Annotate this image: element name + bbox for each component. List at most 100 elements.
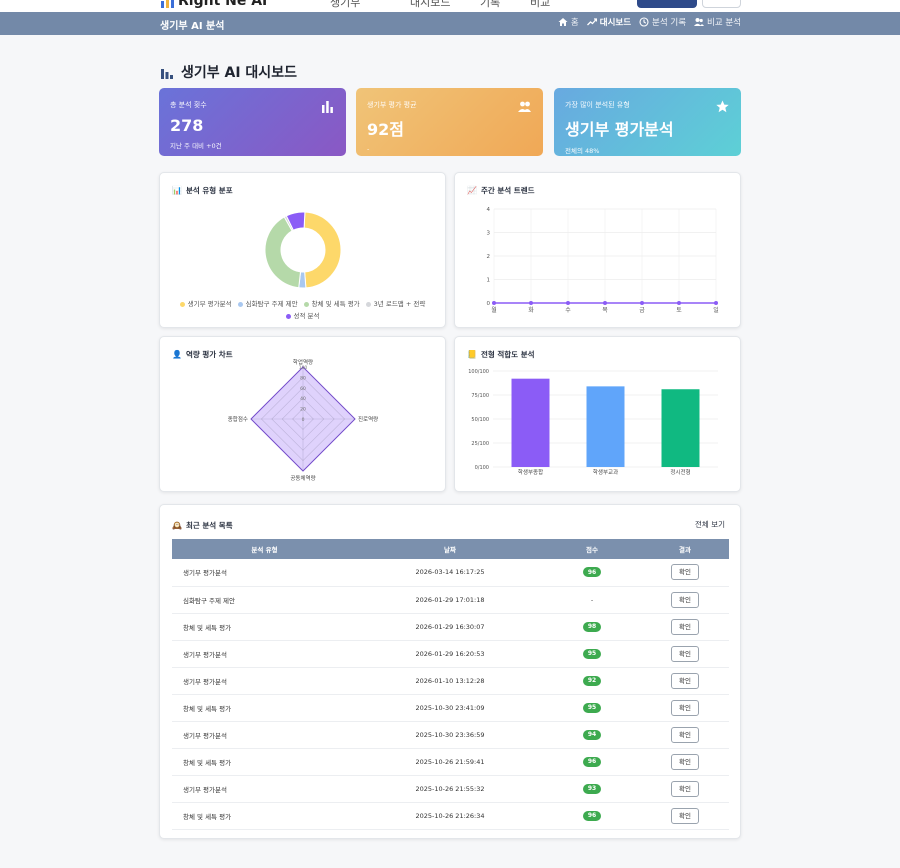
stat-card-total: 총 분석 횟수 278 지난 주 대비 +0건 [159, 88, 346, 156]
panel-title-text: 전형 적합도 분석 [480, 350, 535, 359]
logo-text[interactable]: Right Ne AI [178, 0, 268, 9]
nav-fragment-2[interactable]: 대시보드 [410, 0, 451, 9]
subnav-item-compare[interactable]: 비교 분석 [694, 16, 741, 28]
radar-area [250, 366, 356, 472]
view-result-button[interactable]: 확인 [671, 753, 699, 770]
cell-type: 창체 및 세특 평가 [172, 613, 357, 641]
cell-score: 93 [543, 775, 641, 803]
donut-slice [303, 211, 342, 289]
nav-fragment-3[interactable]: 기록 [480, 0, 501, 9]
stat-value: 278 [170, 116, 204, 135]
view-result-button[interactable]: 확인 [671, 726, 699, 743]
legend-item[interactable]: 3년 로드맵 + 전략 [365, 299, 425, 310]
subnav-item-home[interactable]: 홈 [558, 16, 579, 28]
view-result-button[interactable]: 확인 [671, 672, 699, 689]
cell-result: 확인 [641, 721, 729, 749]
legend-label: 생기부 평가분석 [187, 300, 232, 308]
stat-label: 생기부 평가 평균 [367, 101, 417, 109]
score-empty: - [590, 595, 594, 604]
cell-date: 2026-01-10 13:12:28 [357, 667, 543, 695]
table-row: 생기부 평가분석 2025-10-26 21:55:32 93 확인 [172, 775, 729, 803]
panel-title: 📒 전형 적합도 분석 [467, 349, 535, 360]
subnav-brand[interactable]: 생기부 AI 분석 [160, 21, 225, 32]
view-result-button[interactable]: 확인 [671, 699, 699, 716]
stat-label: 가장 많이 분석된 유형 [565, 101, 630, 109]
radar-tick-label: 60 [300, 386, 306, 392]
legend-item[interactable]: 심화탐구 주제 제안 [237, 299, 298, 310]
legend-swatch [285, 314, 291, 319]
trend-point [714, 301, 718, 305]
recent-analysis-panel: 🕰️ 최근 분석 목록 전체 보기 분석 유형 날짜 점수 결과 생기부 평가분석… [159, 504, 741, 839]
trend-point [529, 301, 533, 305]
radar-grid [260, 376, 346, 462]
person-emoji-icon: 👤 [172, 350, 182, 359]
legend-item[interactable]: 성적 분석 [285, 311, 320, 322]
cell-score: 95 [543, 694, 641, 722]
trend-point [566, 301, 570, 305]
legend-item[interactable]: 생기부 평가분석 [179, 299, 232, 310]
panel-title-text: 주간 분석 트렌드 [480, 186, 535, 195]
trend-point [492, 301, 496, 305]
column-header: 분석 유형 [172, 539, 357, 559]
view-result-button[interactable]: 확인 [671, 618, 699, 635]
stat-value: 생기부 평가분석 [565, 120, 674, 139]
y-tick-label: 100/100 [468, 369, 489, 375]
nav-fragment-4[interactable]: 비교 [530, 0, 551, 9]
view-result-button[interactable]: 확인 [671, 564, 699, 581]
radar-axis-label: 진로역량 [358, 415, 378, 423]
x-tick-label: 학생부교과 [593, 468, 618, 476]
panel-title-text: 역량 평가 차트 [185, 350, 233, 359]
radar-grid [250, 366, 356, 472]
bar-chart-icon [322, 101, 333, 113]
view-result-button[interactable]: 확인 [671, 645, 699, 662]
panel-title-text: 최근 분석 목록 [185, 521, 233, 530]
legend-item[interactable]: 창체 및 세특 평가 [303, 299, 360, 310]
score-badge: 96 [582, 810, 602, 821]
x-tick-label: 화 [528, 307, 534, 314]
trend-chart-panel: 📈 주간 분석 트렌드 0 1 2 3 4 월 화 수 목 금 토 일 [454, 172, 741, 328]
cell-result: 확인 [641, 667, 729, 695]
score-badge: 93 [582, 783, 602, 794]
chart-emoji-icon: 📊 [172, 186, 182, 195]
cell-result: 확인 [641, 586, 729, 614]
cell-type: 생기부 평가분석 [172, 667, 357, 695]
cell-result: 확인 [641, 694, 729, 722]
cell-result: 확인 [641, 613, 729, 641]
column-header: 날짜 [357, 539, 543, 559]
view-result-button[interactable]: 확인 [671, 591, 699, 608]
table-row: 창체 및 세특 평가 2025-10-30 23:41:09 95 확인 [172, 694, 729, 722]
subnav-item-history[interactable]: 분석 기록 [639, 16, 686, 28]
cell-type: 생기부 평가분석 [172, 640, 357, 668]
trend-icon [586, 18, 597, 26]
x-tick-label: 토 [676, 307, 682, 314]
radar-tick-label: 80 [300, 375, 306, 381]
x-tick-label: 정시전형 [670, 468, 690, 476]
login-button[interactable] [637, 0, 697, 8]
page-title: 생기부 AI 대시보드 [160, 62, 297, 82]
recent-table: 분석 유형 날짜 점수 결과 생기부 평가분석 2026-03-14 16:17:… [172, 539, 729, 830]
subnav-item-dashboard[interactable]: 대시보드 [586, 16, 631, 28]
trend-point [677, 301, 681, 305]
legend-swatch [303, 302, 309, 307]
x-tick-label: 금 [639, 307, 645, 314]
signup-button[interactable] [702, 0, 741, 8]
panel-title: 👤 역량 평가 차트 [172, 349, 233, 360]
y-tick-label: 50/100 [471, 417, 489, 423]
y-tick-label: 25/100 [471, 441, 489, 447]
table-row: 심화탐구 주제 제안 2026-01-29 17:01:18 - 확인 [172, 586, 729, 614]
top-header: Right Ne AI 생기부 대시보드 기록 비교 [0, 0, 900, 12]
panel-title: 📊 분석 유형 분포 [172, 185, 233, 196]
legend-swatch [179, 302, 185, 307]
home-icon [558, 18, 568, 26]
view-result-button[interactable]: 확인 [671, 780, 699, 797]
view-all-link[interactable]: 전체 보기 [695, 520, 725, 529]
cell-score: 98 [543, 613, 641, 641]
fit-chart-panel: 📒 전형 적합도 분석 0/100 25/100 50/100 75/100 100/10… [454, 336, 741, 492]
view-result-button[interactable]: 확인 [671, 807, 699, 824]
nav-fragment-1[interactable]: 생기부 [330, 0, 361, 9]
clock-emoji-icon: 🕰️ [172, 521, 182, 530]
table-header-row: 분석 유형 날짜 점수 결과 [172, 539, 729, 559]
table-row: 생기부 평가분석 2025-10-30 23:36:59 94 확인 [172, 721, 729, 749]
